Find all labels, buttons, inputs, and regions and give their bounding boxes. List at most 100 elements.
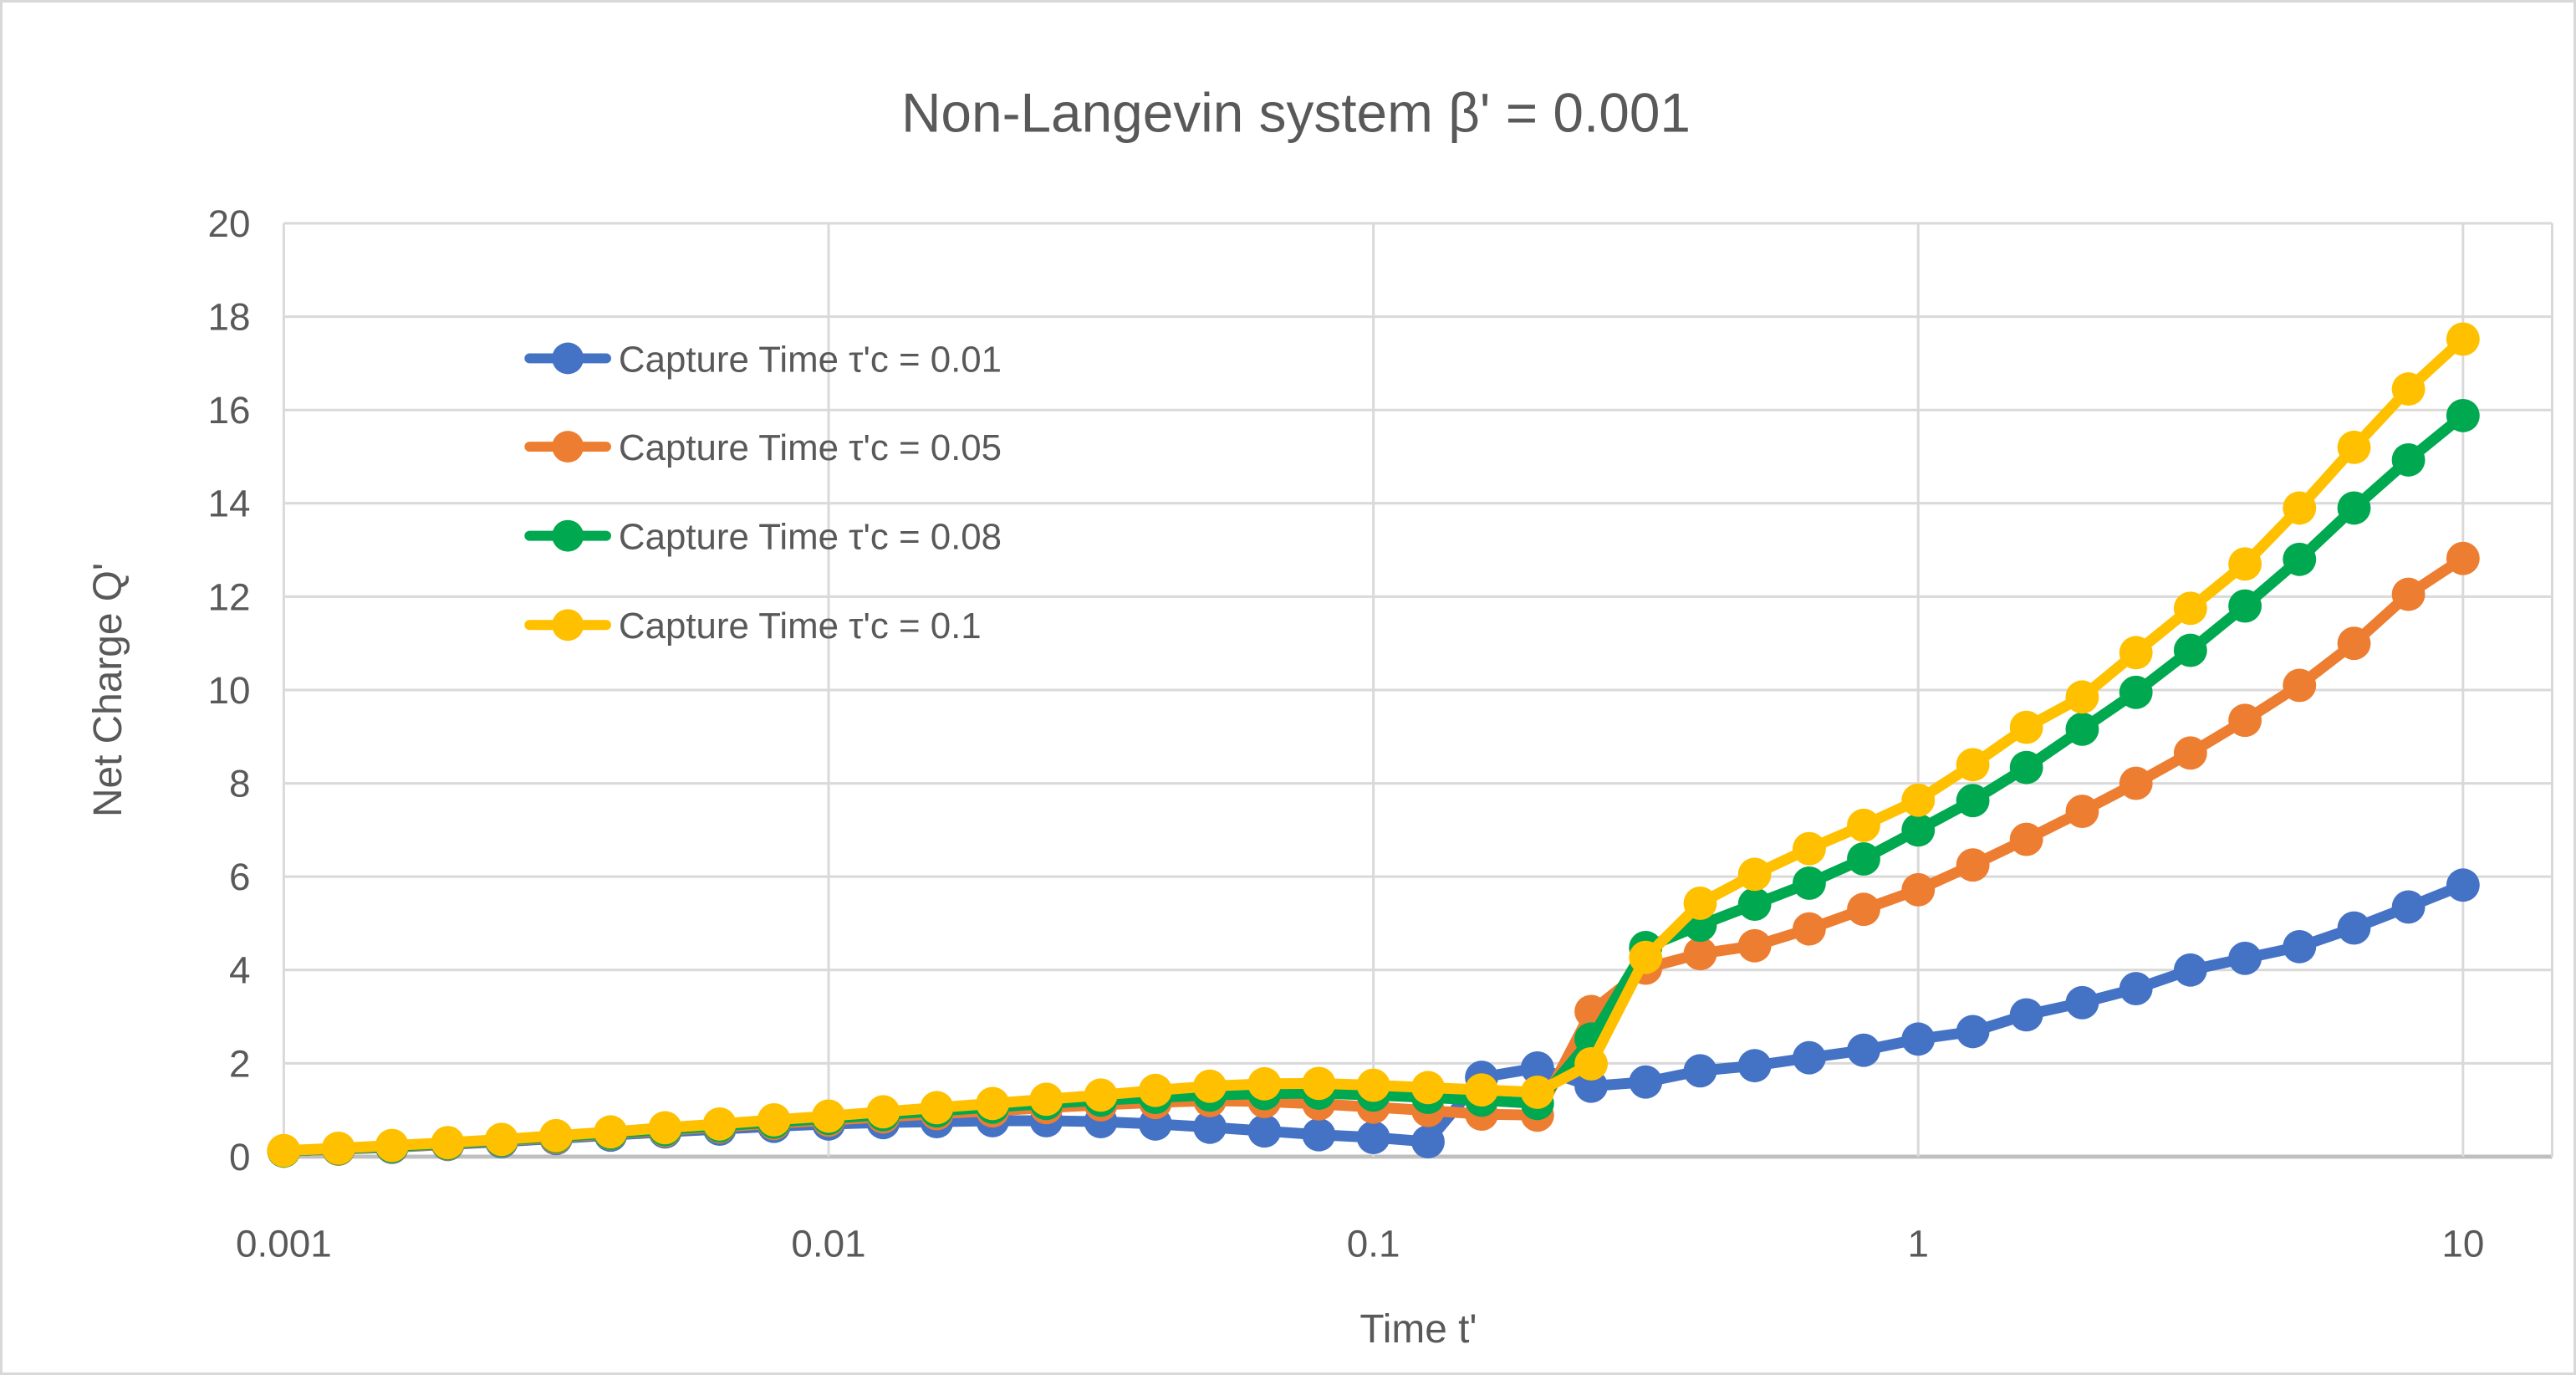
- data-point-marker: [1956, 1015, 1990, 1049]
- data-point-marker: [2228, 703, 2262, 738]
- series-0.1: [267, 322, 2480, 1168]
- data-point-marker: [1683, 937, 1717, 971]
- data-point-marker: [1792, 1040, 1826, 1075]
- data-point-marker: [1683, 1054, 1717, 1088]
- data-point-marker: [2391, 577, 2426, 611]
- data-point-marker: [2446, 868, 2480, 902]
- data-point-marker: [375, 1128, 409, 1163]
- y-tick-label: 14: [208, 483, 251, 525]
- data-point-marker: [920, 1091, 954, 1125]
- data-point-marker: [2391, 442, 2426, 477]
- data-point-marker: [2446, 541, 2480, 575]
- data-point-marker: [484, 1122, 518, 1157]
- chart-title: Non-Langevin system β' = 0.001: [901, 81, 1691, 143]
- data-point-marker: [1356, 1068, 1390, 1102]
- data-point-marker: [1792, 831, 1826, 866]
- data-point-marker: [1520, 1051, 1554, 1085]
- legend-marker: [552, 431, 584, 463]
- legend-marker: [552, 519, 584, 552]
- series-layer: [267, 322, 2480, 1168]
- data-point-marker: [2446, 322, 2480, 356]
- data-point-marker: [2173, 591, 2207, 626]
- x-tick-label: 1: [1907, 1223, 1929, 1265]
- x-tick-label: 10: [2441, 1223, 2484, 1265]
- data-point-marker: [648, 1111, 682, 1145]
- data-point-marker: [1029, 1082, 1064, 1117]
- data-point-marker: [1901, 872, 1936, 907]
- data-point-marker: [1084, 1078, 1118, 1112]
- y-tick-label: 0: [229, 1136, 251, 1178]
- data-point-marker: [1847, 842, 1880, 876]
- data-point-marker: [1247, 1114, 1282, 1148]
- legend-marker: [552, 342, 584, 375]
- data-point-marker: [1956, 848, 1990, 882]
- data-point-marker: [1629, 940, 1663, 974]
- y-tick-label: 10: [208, 669, 251, 712]
- legend-item-label: Capture Time τ'c = 0.05: [619, 427, 1002, 468]
- y-tick-label: 16: [208, 389, 251, 432]
- data-point-marker: [1847, 808, 1880, 842]
- data-point-marker: [539, 1118, 573, 1153]
- data-point-marker: [1138, 1073, 1172, 1107]
- data-point-marker: [1465, 1073, 1498, 1107]
- data-point-marker: [1302, 1066, 1336, 1101]
- x-tick-label: 0.01: [791, 1223, 865, 1265]
- data-point-marker: [1574, 1047, 1608, 1081]
- data-point-marker: [1901, 813, 1936, 847]
- data-point-marker: [1956, 784, 1990, 818]
- data-point-marker: [2009, 710, 2043, 744]
- data-point-marker: [2009, 750, 2043, 785]
- data-point-marker: [594, 1115, 628, 1149]
- data-point-marker: [702, 1107, 737, 1141]
- data-point-marker: [1737, 928, 1772, 963]
- data-point-marker: [866, 1095, 900, 1129]
- data-point-marker: [1411, 1071, 1445, 1105]
- y-tick-label: 4: [229, 949, 251, 992]
- legend: Capture Time τ'c = 0.01 Capture Time τ'c …: [524, 339, 1002, 647]
- legend-marker: [552, 609, 584, 641]
- data-point-marker: [2283, 542, 2317, 576]
- legend-item: Capture Time τ'c = 0.08: [524, 517, 1002, 558]
- legend-item: Capture Time τ'c = 0.01: [524, 339, 1002, 380]
- data-point-marker: [1847, 1033, 1880, 1067]
- y-tick-label: 12: [208, 575, 251, 618]
- y-tick-label: 8: [229, 763, 251, 805]
- data-point-marker: [2283, 491, 2317, 525]
- data-point-marker: [1737, 857, 1772, 892]
- axis-labels: 0 2 4 6 8 10 12 14 16 18 20 0.001 0.01 0.1 1 10: [208, 202, 2485, 1265]
- data-point-marker: [1683, 887, 1717, 920]
- data-point-marker: [1193, 1069, 1227, 1103]
- data-point-marker: [2283, 668, 2317, 703]
- data-point-marker: [2173, 736, 2207, 770]
- y-tick-label: 18: [208, 296, 251, 339]
- data-point-marker: [2119, 766, 2153, 800]
- data-point-marker: [2446, 398, 2480, 432]
- data-point-marker: [2065, 795, 2099, 828]
- data-point-marker: [2337, 430, 2371, 464]
- data-point-marker: [2228, 941, 2262, 975]
- y-tick-label: 20: [208, 202, 251, 245]
- y-axis-title: Net Charge Q': [86, 563, 130, 817]
- data-point-marker: [812, 1099, 845, 1133]
- data-point-marker: [2391, 890, 2426, 924]
- data-point-marker: [976, 1086, 1010, 1121]
- data-point-marker: [1247, 1066, 1282, 1101]
- legend-item-label: Capture Time τ'c = 0.08: [619, 517, 1002, 558]
- x-tick-label: 0.1: [1347, 1223, 1400, 1265]
- y-tick-label: 6: [229, 856, 251, 898]
- legend-item: Capture Time τ'c = 0.05: [524, 427, 1002, 468]
- y-tick-label: 2: [229, 1042, 251, 1085]
- data-point-marker: [2283, 929, 2317, 964]
- data-point-marker: [757, 1102, 791, 1137]
- data-point-marker: [1520, 1076, 1554, 1109]
- data-point-marker: [1901, 783, 1936, 817]
- x-axis-title: Time t': [1359, 1307, 1477, 1352]
- gridlines: [282, 222, 2553, 1159]
- data-point-marker: [2009, 822, 2043, 856]
- data-point-marker: [1901, 1022, 1936, 1056]
- data-point-marker: [1847, 892, 1880, 927]
- legend-item-label: Capture Time τ'c = 0.01: [619, 339, 1002, 380]
- data-point-marker: [2065, 985, 2099, 1020]
- data-point-marker: [1737, 1049, 1772, 1083]
- legend-item: Capture Time τ'c = 0.1: [524, 606, 982, 647]
